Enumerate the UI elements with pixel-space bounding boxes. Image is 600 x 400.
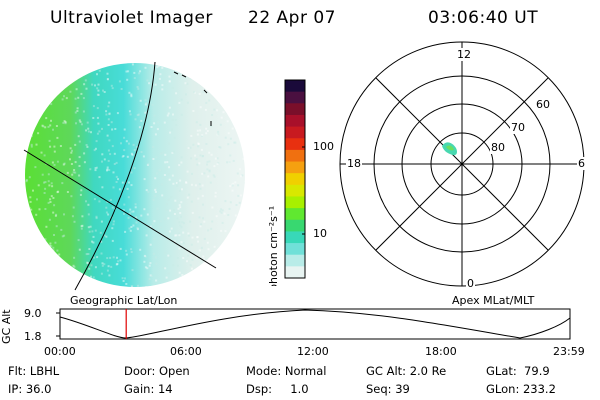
colorbar-segment: [285, 196, 305, 209]
polar-label-lat-80: 80: [490, 141, 506, 154]
gain-status: Gain: 14: [124, 382, 173, 396]
orbit-altitude-curve: [59, 309, 571, 339]
polar-axis-diagonal: [375, 77, 549, 251]
orbit-plot-frame: [59, 308, 571, 340]
date-label: 22 Apr 07: [248, 8, 336, 28]
orbit-y-axis-label: GC Alt: [0, 309, 13, 344]
colorbar-segment: [285, 149, 305, 163]
time-label: 03:06:40 UT: [428, 8, 539, 28]
orbit-x-tick-0600: 06:00: [170, 345, 202, 358]
orbit-x-tick-2359: 23:59: [553, 345, 585, 358]
colorbar-segment: [285, 254, 305, 267]
colorbar: photon cm⁻²s⁻¹: [267, 79, 306, 286]
colorbar-segment: [285, 114, 305, 128]
colorbar-frame: [284, 79, 306, 279]
colorbar-units: photon cm⁻²s⁻¹: [267, 206, 280, 286]
polar-label-0: 0: [466, 277, 475, 290]
colorbar-segment: [285, 103, 305, 116]
filter-status: Flt: LBHL: [8, 364, 60, 378]
geo-coord-label: Geographic Lat/Lon: [70, 294, 178, 307]
colorbar-segment: [285, 243, 305, 256]
colorbar-segment: [285, 184, 305, 198]
colorbar-segment: [285, 219, 305, 233]
mode-status: Mode: Normal: [246, 364, 327, 378]
polar-label-18: 18: [346, 157, 362, 170]
gc-alt-status: GC Alt: 2.0 Re: [366, 364, 447, 378]
orbit-altitude-plot: GC Alt: [0, 308, 571, 344]
colorbar-segment: [285, 91, 305, 104]
instrument-title: Ultraviolet Imager: [50, 8, 213, 28]
dsp-status: Dsp: 1.0: [246, 382, 309, 396]
colorbar-tick-10: 10: [313, 227, 327, 240]
artifact-mark: [181, 74, 187, 78]
geo-latitude-line: [23, 149, 217, 269]
polar-label-12: 12: [456, 48, 472, 61]
ip-status: IP: 36.0: [8, 382, 52, 396]
artifact-mark: [173, 71, 179, 75]
glon-status: GLon: 233.2: [486, 382, 556, 396]
colorbar-segment: [285, 208, 305, 221]
colorbar-segment: [285, 231, 305, 244]
colorbar-segment: [285, 173, 305, 186]
orbit-y-tick-9: 9.0: [24, 307, 42, 320]
apex-coord-label: Apex MLat/MLT: [452, 294, 535, 307]
colorbar-segment: [285, 126, 305, 139]
geo-meridian-line: [74, 61, 156, 291]
colorbar-tick-100: 100: [313, 140, 334, 153]
door-status: Door: Open: [124, 364, 190, 378]
uv-image-panel: [23, 61, 245, 291]
polar-plot: [339, 41, 585, 287]
orbit-x-tick-0000: 00:00: [44, 345, 76, 358]
polar-label-lat-60: 60: [535, 98, 551, 111]
polar-label-6: 6: [577, 157, 586, 170]
artifact-mark: [203, 89, 208, 94]
uv-emission-map: [25, 63, 245, 287]
polar-label-lat-70: 70: [510, 121, 526, 134]
auroral-spot-core: [446, 145, 454, 151]
orbit-x-tick-1200: 12:00: [297, 345, 329, 358]
orbit-y-tick-1.8: 1.8: [24, 330, 42, 343]
orbit-x-tick-1800: 18:00: [425, 345, 457, 358]
glat-status: GLat: 79.9: [486, 364, 550, 378]
colorbar-segment: [285, 80, 305, 93]
colorbar-segment: [285, 138, 305, 151]
sequence-status: Seq: 39: [366, 382, 410, 396]
colorbar-segment: [285, 161, 305, 174]
colorbar-segment: [285, 266, 305, 279]
colorbar-gradient: [285, 80, 305, 279]
